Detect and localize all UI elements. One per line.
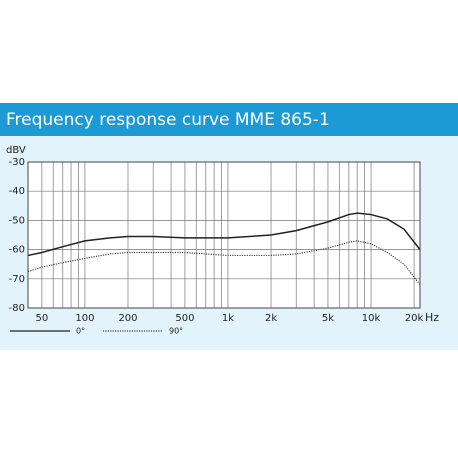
y-tick-label: -70: [9, 274, 25, 285]
x-tick-label: 100: [75, 313, 94, 324]
plot-area: [28, 162, 420, 308]
x-tick-label: 50: [35, 313, 48, 324]
chart-title: Frequency response curve MME 865-1: [6, 110, 330, 130]
x-tick-label: 200: [118, 313, 137, 324]
legend-label: 90°: [169, 327, 183, 336]
y-tick-label: -80: [9, 303, 25, 314]
x-tick-label: 5k: [322, 313, 334, 324]
y-tick-label: -60: [9, 245, 25, 256]
plot-frame: [27, 161, 421, 309]
x-tick-label: 20k: [405, 313, 424, 324]
x-tick-label: 10k: [362, 313, 381, 324]
series-line: [27, 212, 421, 257]
title-band: [0, 103, 458, 136]
y-axis-label: dBV: [6, 145, 26, 156]
legend-label: 0°: [76, 327, 85, 336]
series-line: [27, 240, 421, 286]
x-tick-label: 500: [175, 313, 194, 324]
x-axis-label: Hz: [425, 311, 439, 324]
y-tick-label: -50: [9, 215, 25, 226]
x-tick-label: 1k: [222, 313, 234, 324]
y-tick-label: -40: [9, 186, 25, 197]
x-tick-label: 2k: [265, 313, 277, 324]
y-tick-label: -30: [9, 157, 25, 168]
